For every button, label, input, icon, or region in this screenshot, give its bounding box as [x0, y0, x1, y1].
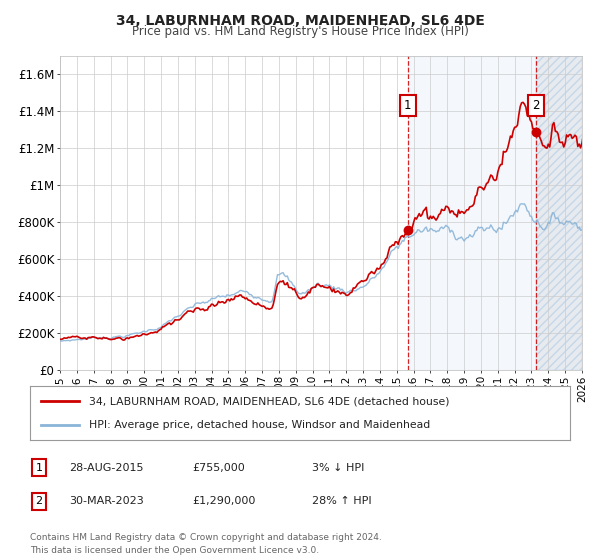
Text: HPI: Average price, detached house, Windsor and Maidenhead: HPI: Average price, detached house, Wind… [89, 419, 431, 430]
Text: £755,000: £755,000 [192, 463, 245, 473]
Text: 34, LABURNHAM ROAD, MAIDENHEAD, SL6 4DE (detached house): 34, LABURNHAM ROAD, MAIDENHEAD, SL6 4DE … [89, 396, 450, 407]
Text: 30-MAR-2023: 30-MAR-2023 [69, 496, 144, 506]
Point [531, 127, 541, 136]
Text: 2: 2 [35, 496, 43, 506]
Text: £1,290,000: £1,290,000 [192, 496, 256, 506]
Text: Price paid vs. HM Land Registry's House Price Index (HPI): Price paid vs. HM Land Registry's House … [131, 25, 469, 38]
Text: Contains HM Land Registry data © Crown copyright and database right 2024.: Contains HM Land Registry data © Crown c… [30, 533, 382, 542]
Bar [536, 56, 582, 370]
Text: 28-AUG-2015: 28-AUG-2015 [69, 463, 143, 473]
Text: 28% ↑ HPI: 28% ↑ HPI [312, 496, 371, 506]
Bar [408, 56, 582, 370]
Text: 3% ↓ HPI: 3% ↓ HPI [312, 463, 364, 473]
Text: 2: 2 [532, 99, 539, 113]
Text: This data is licensed under the Open Government Licence v3.0.: This data is licensed under the Open Gov… [30, 546, 319, 555]
Text: 1: 1 [35, 463, 43, 473]
Text: 1: 1 [404, 99, 412, 113]
Point [403, 226, 413, 235]
Bar [536, 56, 582, 370]
Text: 34, LABURNHAM ROAD, MAIDENHEAD, SL6 4DE: 34, LABURNHAM ROAD, MAIDENHEAD, SL6 4DE [116, 14, 484, 28]
